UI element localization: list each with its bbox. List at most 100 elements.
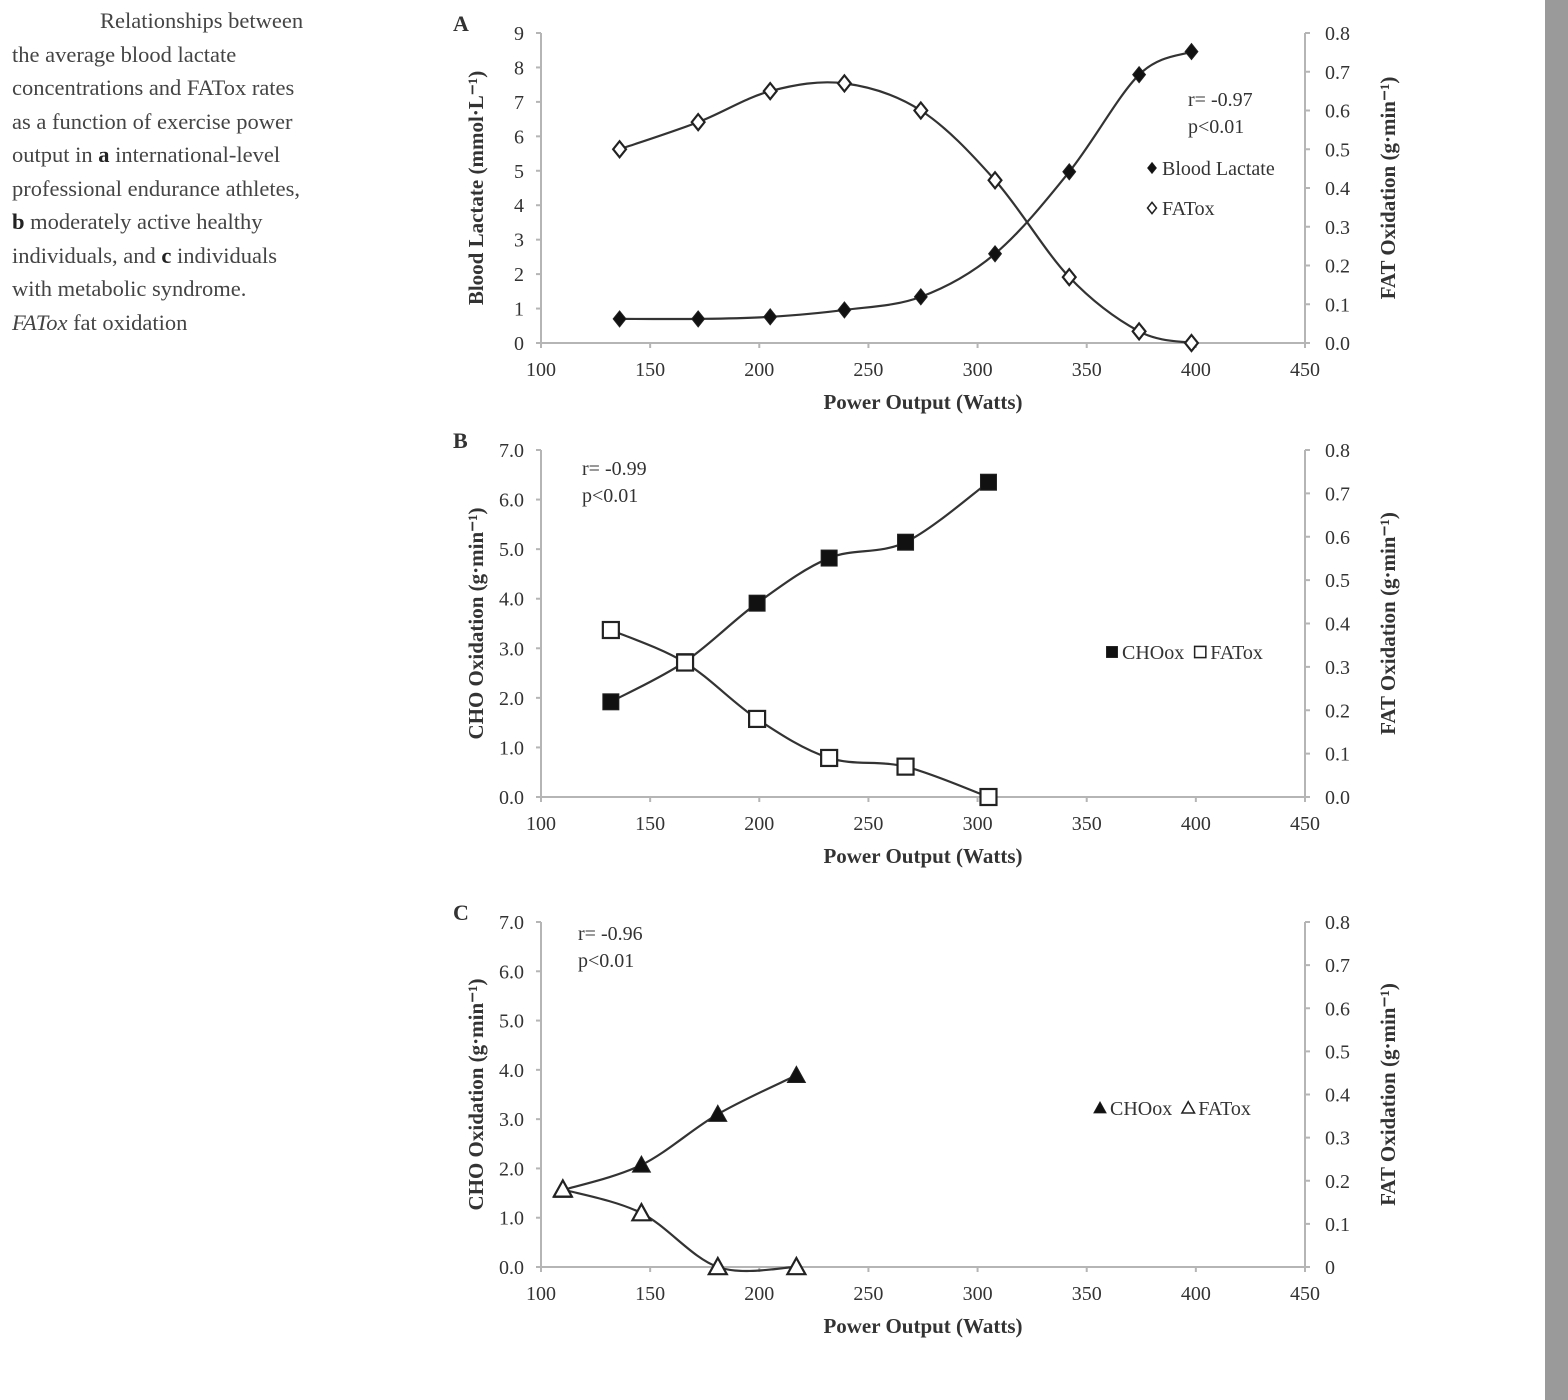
x-tick-label: 150 [635, 813, 665, 835]
data-point-fatox [675, 653, 695, 672]
data-point-blood-lactate [763, 308, 778, 326]
y-tick-label: 0 [514, 333, 524, 355]
legend-marker-icon [1180, 1100, 1196, 1114]
y-tick-label: 5.0 [499, 1011, 524, 1033]
data-point-choox [748, 594, 766, 612]
data-point-blood-lactate [913, 288, 928, 306]
legend-marker [1193, 645, 1207, 659]
x-tick-label: 300 [963, 813, 993, 835]
y2-tick-label: 0.7 [1325, 62, 1350, 84]
y2-tick-label: 0.5 [1325, 570, 1350, 592]
series-line-choox [562, 1074, 797, 1192]
panel-label: C [453, 900, 469, 925]
y-tick-label: 1 [514, 299, 524, 321]
legend-label: Blood Lactate [1162, 158, 1275, 180]
chart-panel-c: C 100 150 200 250 300 350 400 450 0.0 1.0 2.0 3.0 4.0… [453, 900, 1400, 1338]
y2-tick-label: 0.7 [1325, 483, 1350, 505]
legend-marker-icon [1106, 646, 1118, 658]
caption-text: c [161, 242, 172, 268]
data-point-fatox [820, 748, 839, 768]
series-line-fatox [610, 628, 989, 799]
x-tick-label: 400 [1181, 813, 1211, 835]
x-axis-label: Power Output (Watts) [823, 844, 1022, 868]
data-point-choox [979, 473, 997, 491]
y-tick-label: 0.0 [499, 1257, 524, 1279]
caption-line: professional endurance athletes, [12, 172, 402, 206]
y-tick-label: 6.0 [499, 490, 524, 512]
data-point-choox [631, 1154, 652, 1173]
legend: Blood Lactate FATox [1146, 158, 1275, 220]
caption-text: the average blood lactate [12, 41, 237, 67]
legend-label: FATox [1162, 198, 1215, 220]
y2-tick-label: 0.2 [1325, 1171, 1350, 1193]
y2-tick-label: 0.8 [1325, 23, 1350, 45]
y2-tick-label: 0.6 [1325, 527, 1350, 549]
x-tick-label: 200 [744, 813, 774, 835]
caption-text: international-level [109, 142, 281, 167]
caption-text: as a function of exercise power [12, 108, 293, 134]
y-tick-label: 7.0 [499, 440, 524, 462]
y2-tick-label: 0.4 [1325, 178, 1350, 200]
y2-axis-label: FAT Oxidation (g·min⁻¹) [1376, 77, 1400, 300]
data-point-fatox [762, 81, 779, 101]
x-axis-label: Power Output (Watts) [823, 390, 1022, 414]
x-tick-label: 200 [744, 359, 774, 381]
y2-axis-label: FAT Oxidation (g·min⁻¹) [1376, 983, 1400, 1206]
data-point-choox [602, 693, 620, 711]
data-point-blood-lactate [1184, 42, 1199, 61]
legend-marker [1106, 646, 1118, 658]
legend-marker [1180, 1100, 1196, 1114]
x-axis-label: Power Output (Watts) [823, 1314, 1022, 1338]
y-tick-label: 3 [514, 230, 524, 252]
y-axis-label: CHO Oxidation (g·min⁻¹) [464, 978, 488, 1210]
y2-tick-label: 0.5 [1325, 1041, 1350, 1063]
legend: CHOox FATox [1093, 1098, 1251, 1120]
stats-annotation: r= -0.97 [1188, 89, 1253, 111]
legend: CHOox FATox [1106, 642, 1263, 664]
x-tick-label: 400 [1181, 359, 1211, 381]
stats-annotation: p<0.01 [582, 485, 638, 507]
y-axis-label: CHO Oxidation (g·min⁻¹) [464, 507, 488, 739]
x-tick-label: 400 [1181, 1283, 1211, 1305]
y-tick-label: 4.0 [499, 589, 524, 611]
series-line-blood-lactate [619, 50, 1192, 321]
y-tick-label: 2.0 [499, 688, 524, 710]
series-line-choox [610, 481, 990, 703]
data-point-fatox [748, 709, 767, 729]
caption-text: individuals [171, 242, 277, 268]
y-tick-label: 2.0 [499, 1158, 524, 1180]
caption-line: as a function of exercise power [12, 105, 402, 139]
legend-label: FATox [1210, 642, 1263, 664]
data-point-fatox [1183, 333, 1200, 353]
y-tick-label: 2 [514, 264, 524, 286]
data-point-blood-lactate [691, 310, 706, 328]
y-tick-label: 6 [514, 126, 524, 148]
y2-tick-label: 0.1 [1325, 744, 1350, 766]
x-tick-label: 100 [526, 813, 556, 835]
data-point-choox [897, 533, 915, 551]
data-point-blood-lactate [612, 310, 627, 328]
scrollbar[interactable] [1545, 0, 1568, 1400]
y-axis-label: Blood Lactate (mmol·L⁻¹) [464, 71, 488, 305]
caption-line: individuals, and c individuals [12, 239, 402, 273]
y-tick-label: 9 [514, 23, 524, 45]
data-point-fatox [979, 787, 998, 807]
caption-line: FATox fat oxidation [12, 306, 402, 340]
legend-label: CHOox [1122, 642, 1184, 664]
legend-marker [1147, 161, 1157, 175]
caption-text: moderately active healthy [24, 209, 263, 234]
data-point-fatox [836, 73, 853, 94]
y2-tick-label: 0.4 [1325, 614, 1350, 636]
y2-tick-label: 0.3 [1325, 657, 1350, 679]
x-tick-label: 150 [635, 1283, 665, 1305]
caption-text: FATox [12, 309, 68, 335]
x-tick-label: 100 [526, 1283, 556, 1305]
data-point-fatox [611, 139, 628, 160]
y2-tick-label: 0 [1325, 1257, 1335, 1279]
y-tick-label: 7.0 [499, 912, 524, 934]
data-point-fatox [896, 757, 915, 776]
y2-tick-label: 0.2 [1325, 700, 1350, 722]
y-tick-label: 8 [514, 57, 524, 79]
legend-marker [1146, 201, 1158, 215]
